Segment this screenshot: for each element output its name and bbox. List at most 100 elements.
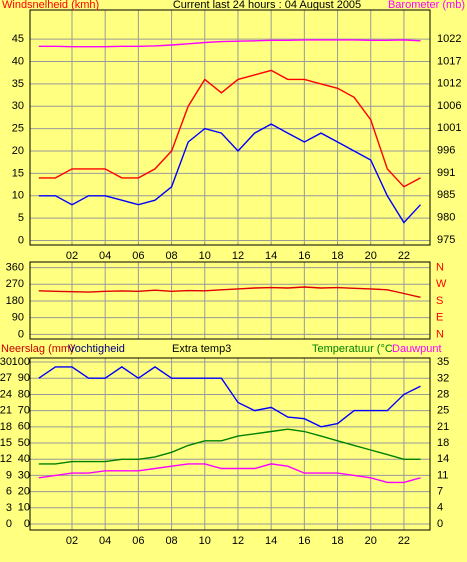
x-tick-label: 02: [66, 535, 78, 547]
y2-tick-label: 1006: [437, 100, 461, 112]
y-tick-label: 40: [12, 55, 24, 67]
series-label: Temperatuur (°C: [312, 343, 393, 355]
y2-tick-label: 11: [437, 469, 448, 481]
rain-tick-label: 15: [0, 437, 12, 449]
y-tick-label: 10: [18, 502, 30, 514]
y-tick-label: 15: [12, 167, 24, 179]
y-tick-label: 180: [6, 295, 24, 307]
x-tick-label: 10: [199, 250, 211, 262]
x-tick-label: 10: [199, 535, 211, 547]
data-line: [38, 69, 421, 188]
y2-tick-label: 1001: [437, 122, 461, 134]
x-tick-label: 14: [265, 535, 277, 547]
x-tick-label: 16: [298, 535, 310, 547]
y-tick-label: 30: [12, 100, 24, 112]
x-tick-label: 08: [165, 250, 177, 262]
y-tick-label: 360: [6, 261, 24, 273]
data-line: [38, 428, 421, 465]
x-tick-label: 06: [132, 250, 144, 262]
y2-tick-label: 991: [437, 167, 455, 179]
y-tick-label: 5: [18, 212, 24, 224]
plot-frame: [29, 357, 431, 531]
y2-tick-label: S: [436, 295, 443, 307]
rain-tick-label: 6: [6, 486, 12, 498]
y-tick-label: 50: [18, 437, 30, 449]
y-tick-label: 20: [18, 486, 30, 498]
plot-area: [30, 10, 430, 245]
x-tick-label: 18: [331, 535, 343, 547]
rain-tick-label: 12: [0, 453, 12, 465]
y2-tick-label: 996: [437, 145, 455, 157]
x-tick-label: 16: [298, 250, 310, 262]
x-tick-label: 12: [232, 250, 244, 262]
x-tick-label: 20: [365, 535, 377, 547]
x-tick-label: 06: [132, 535, 144, 547]
x-tick-label: 18: [331, 250, 343, 262]
x-tick-label: 12: [232, 535, 244, 547]
rain-tick-label: 24: [0, 388, 12, 400]
extra-label: Extra temp3: [172, 343, 231, 355]
y2-tick-label: 32: [437, 372, 449, 384]
y-tick-label: 100: [12, 356, 30, 368]
y2-tick-label: 985: [437, 189, 455, 201]
y-tick-label: 0: [18, 234, 24, 246]
y-tick-label: 0: [24, 518, 30, 530]
y2-tick-label: 1022: [437, 33, 461, 45]
y2-tick-label: N: [436, 261, 444, 273]
chart-title: Current last 24 hours : 04 August 2005: [173, 0, 361, 11]
plot-frame: [29, 9, 431, 246]
y-tick-label: 35: [12, 78, 24, 90]
rain-tick-label: 0: [6, 518, 12, 530]
y-tick-label: 40: [18, 453, 30, 465]
y-tick-label: 20: [12, 145, 24, 157]
x-tick-label: 22: [398, 535, 410, 547]
y2-tick-label: 1012: [437, 78, 461, 90]
series-label: Dauwpunt: [392, 343, 442, 355]
y2-tick-label: 14: [437, 453, 449, 465]
x-tick-label: 02: [66, 250, 78, 262]
y-axis-label: Windsnelheid (kmh): [2, 0, 99, 11]
y2-tick-label: 980: [437, 211, 455, 223]
data-line: [38, 123, 422, 224]
x-tick-label: 14: [265, 250, 277, 262]
y2-tick-label: 25: [437, 405, 449, 417]
plot-frame: [29, 261, 431, 340]
y-tick-label: 10: [12, 190, 24, 202]
x-tick-label: 04: [99, 250, 111, 262]
rain-tick-label: 9: [6, 469, 12, 481]
data-line: [38, 463, 421, 484]
rain-tick-label: 3: [6, 502, 12, 514]
y2-tick-label: 18: [437, 437, 449, 449]
rain-tick-label: 27: [0, 372, 12, 384]
y2-tick-label: 4: [437, 502, 443, 514]
y-axis-label: Neerslag (mm): [1, 343, 74, 355]
y-tick-label: 80: [18, 388, 30, 400]
data-line: [38, 366, 421, 428]
y2-tick-label: 975: [437, 234, 455, 246]
y2-tick-label: W: [436, 278, 447, 290]
y-tick-label: 90: [18, 372, 30, 384]
y-tick-label: 30: [18, 469, 30, 481]
y-tick-label: 90: [12, 312, 24, 324]
y-tick-label: 45: [12, 33, 24, 45]
x-tick-label: 08: [165, 535, 177, 547]
y2-tick-label: 28: [437, 388, 449, 400]
y-tick-label: 270: [6, 278, 24, 290]
data-line: [38, 39, 421, 48]
data-line: [38, 286, 421, 298]
y2-axis-label: Barometer (mb): [388, 0, 465, 11]
x-tick-label: 22: [398, 250, 410, 262]
rain-tick-label: 18: [0, 421, 12, 433]
y2-tick-label: 7: [437, 486, 443, 498]
y2-tick-label: 21: [437, 421, 449, 433]
y-tick-label: 70: [18, 405, 30, 417]
y2-tick-label: 35: [437, 356, 449, 368]
rain-tick-label: 30: [0, 356, 12, 368]
x-tick-label: 04: [99, 535, 111, 547]
y-tick-label: 60: [18, 421, 30, 433]
y-tick-label: 25: [12, 123, 24, 135]
plot-area: [30, 358, 430, 530]
x-tick-label: 20: [365, 250, 377, 262]
y2-tick-label: 1017: [437, 55, 461, 67]
